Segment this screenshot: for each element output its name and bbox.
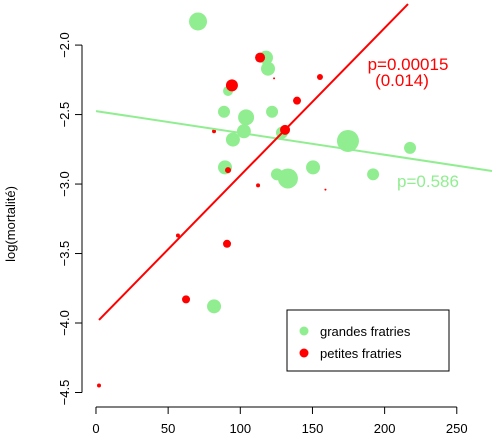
point [336, 129, 359, 152]
point [273, 77, 276, 80]
y-tick-label: −3.0 [57, 171, 72, 197]
y-tick-label: −2.5 [57, 102, 72, 128]
point [255, 52, 266, 63]
point [225, 79, 238, 92]
legend-box [286, 309, 450, 372]
x-tick-label: 150 [302, 421, 324, 436]
legend-label: petites fratries [320, 346, 402, 361]
point [324, 188, 327, 191]
point [207, 299, 222, 314]
point [225, 167, 232, 174]
y-axis-label: log(mortalité) [3, 186, 18, 262]
fit-line [95, 110, 493, 172]
x-tick-label: 250 [446, 421, 468, 436]
point [261, 61, 276, 76]
point [97, 383, 102, 388]
point [293, 96, 302, 105]
y-tick-label: −2.0 [57, 32, 72, 58]
y-tick-label: −4.0 [57, 310, 72, 336]
y-tick-label: −3.5 [57, 241, 72, 267]
legend-label: grandes fratries [320, 324, 411, 339]
point [175, 233, 180, 238]
x-tick-label: 100 [229, 421, 251, 436]
legend-marker [299, 326, 309, 336]
x-tick-label: 50 [161, 421, 175, 436]
point [217, 105, 230, 118]
x-tick-label: 0 [92, 421, 99, 436]
point [182, 295, 191, 304]
legend-marker [299, 348, 309, 358]
point [238, 109, 255, 126]
point [277, 168, 298, 189]
annotation: p=0.586 [397, 172, 459, 191]
point [266, 105, 279, 118]
annotation: (0.014) [375, 71, 429, 90]
x-tick-label: 200 [374, 421, 396, 436]
point [316, 74, 323, 81]
y-tick-label: −4.5 [57, 380, 72, 406]
point [256, 183, 261, 188]
point [306, 160, 321, 175]
fit-line [98, 3, 409, 321]
point [367, 168, 380, 181]
point [189, 12, 208, 31]
point [404, 141, 417, 154]
annotation: p=0.00015 [368, 55, 449, 74]
point [223, 239, 232, 248]
point [212, 129, 217, 134]
point [225, 132, 240, 147]
